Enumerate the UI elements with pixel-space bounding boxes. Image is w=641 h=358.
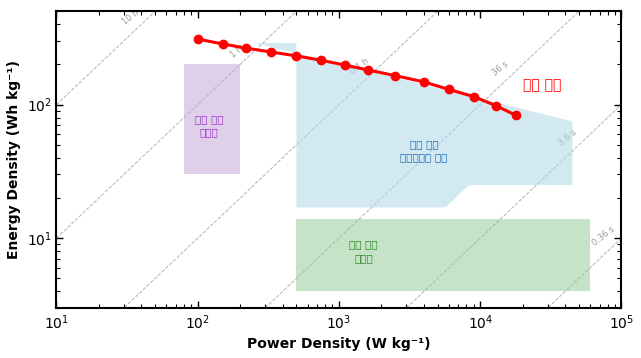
Text: 3.6 s: 3.6 s xyxy=(557,128,579,147)
Text: 0.1 h: 0.1 h xyxy=(349,57,370,77)
Text: 소듘 이온
하이브리드 전지: 소듘 이온 하이브리드 전지 xyxy=(400,139,447,163)
Polygon shape xyxy=(184,64,240,174)
Text: 이번 연구: 이번 연구 xyxy=(522,78,561,92)
Text: 0.36 s: 0.36 s xyxy=(590,224,616,247)
Polygon shape xyxy=(254,43,572,207)
X-axis label: Power Density (W kg⁻¹): Power Density (W kg⁻¹) xyxy=(247,337,431,351)
Text: 10 h: 10 h xyxy=(121,8,140,26)
Text: 1 h: 1 h xyxy=(228,45,244,60)
Text: 소듘 이온
축전지: 소듘 이온 축전지 xyxy=(349,240,378,263)
Polygon shape xyxy=(296,219,590,291)
Y-axis label: Energy Density (Wh kg⁻¹): Energy Density (Wh kg⁻¹) xyxy=(7,60,21,259)
Text: 36 s: 36 s xyxy=(490,59,510,77)
Text: 소듘 이온
배터리: 소듘 이온 배터리 xyxy=(194,114,223,137)
